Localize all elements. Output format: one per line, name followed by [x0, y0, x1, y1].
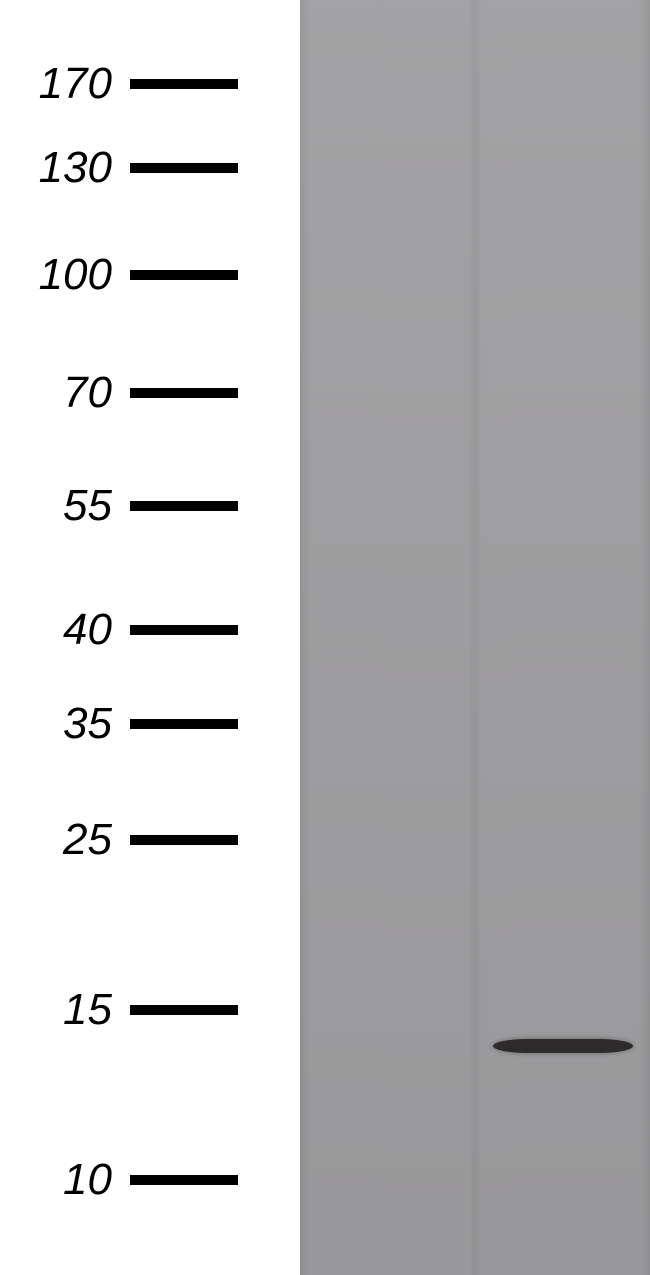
mw-marker: 40	[0, 605, 300, 655]
mw-marker-tick	[130, 270, 238, 280]
mw-marker-label: 130	[0, 143, 130, 193]
mw-marker: 25	[0, 815, 300, 865]
mw-marker-tick	[130, 835, 238, 845]
mw-marker-tick	[130, 163, 238, 173]
mw-marker: 10	[0, 1155, 300, 1205]
mw-marker-label: 70	[0, 368, 130, 418]
mw-marker-label: 170	[0, 59, 130, 109]
mw-marker-tick	[130, 1005, 238, 1015]
mw-marker: 35	[0, 699, 300, 749]
blot-lane	[475, 0, 650, 1275]
mw-marker-label: 35	[0, 699, 130, 749]
mw-marker-label: 100	[0, 250, 130, 300]
mw-marker-tick	[130, 388, 238, 398]
mw-marker-tick	[130, 719, 238, 729]
mw-marker: 170	[0, 59, 300, 109]
mw-marker-label: 15	[0, 985, 130, 1035]
mw-marker-label: 10	[0, 1155, 130, 1205]
mw-marker: 100	[0, 250, 300, 300]
molecular-weight-ladder: 170 130 100 70 55 40 35 25 15 10	[0, 0, 300, 1275]
mw-marker-label: 40	[0, 605, 130, 655]
mw-marker-tick	[130, 79, 238, 89]
blot-lane	[300, 0, 475, 1275]
mw-marker-label: 25	[0, 815, 130, 865]
mw-marker: 15	[0, 985, 300, 1035]
western-blot-figure: 170 130 100 70 55 40 35 25 15 10	[0, 0, 650, 1275]
mw-marker-label: 55	[0, 481, 130, 531]
mw-marker: 55	[0, 481, 300, 531]
mw-marker-tick	[130, 501, 238, 511]
protein-band	[493, 1039, 633, 1053]
blot-membrane	[300, 0, 650, 1275]
mw-marker-tick	[130, 625, 238, 635]
mw-marker: 70	[0, 368, 300, 418]
mw-marker-tick	[130, 1175, 238, 1185]
mw-marker: 130	[0, 143, 300, 193]
